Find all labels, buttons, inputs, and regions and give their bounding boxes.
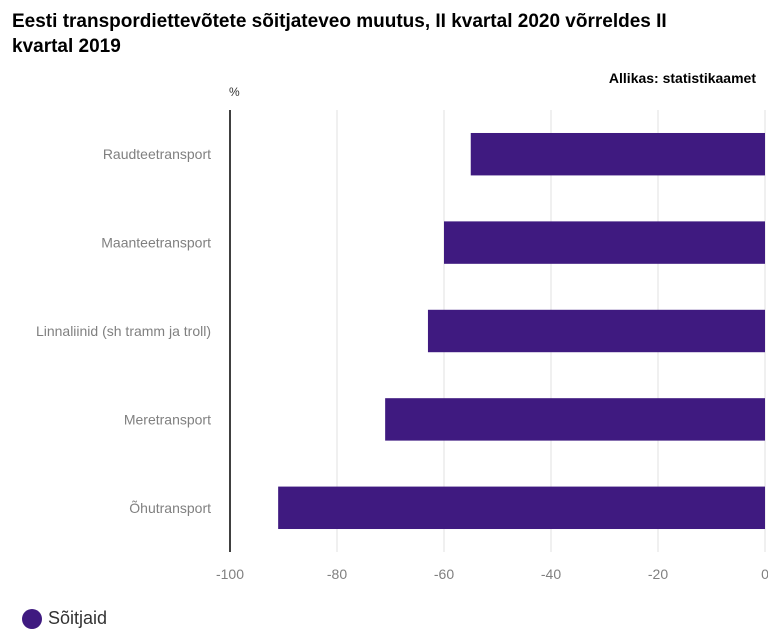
x-tick-label: 0 [761,566,768,582]
x-tick-label: -60 [434,566,454,582]
category-label: Raudteetransport [103,146,211,162]
x-tick-label: -80 [327,566,347,582]
bar [385,398,765,441]
category-label: Maanteetransport [101,235,211,251]
category-label: Linnaliinid (sh tramm ja troll) [36,323,211,339]
x-tick-label: -40 [541,566,561,582]
bar [444,221,765,264]
x-tick-label: -100 [216,566,244,582]
category-label: Õhutransport [129,500,211,516]
category-label: Meretransport [124,411,211,427]
bar [470,132,765,176]
legend-label: Sõitjaid [48,608,108,628]
unit-label: % [229,85,240,99]
x-tick-label: -20 [648,566,668,582]
bar [278,486,765,530]
chart-title: Eesti transpordiettevõtete sõitjateveo m… [12,11,667,57]
legend-swatch-icon [22,608,42,629]
legend[interactable]: Sõitjaid [22,608,107,629]
bar [427,309,765,353]
source-note: Allikas: statistikaamet [608,70,756,86]
